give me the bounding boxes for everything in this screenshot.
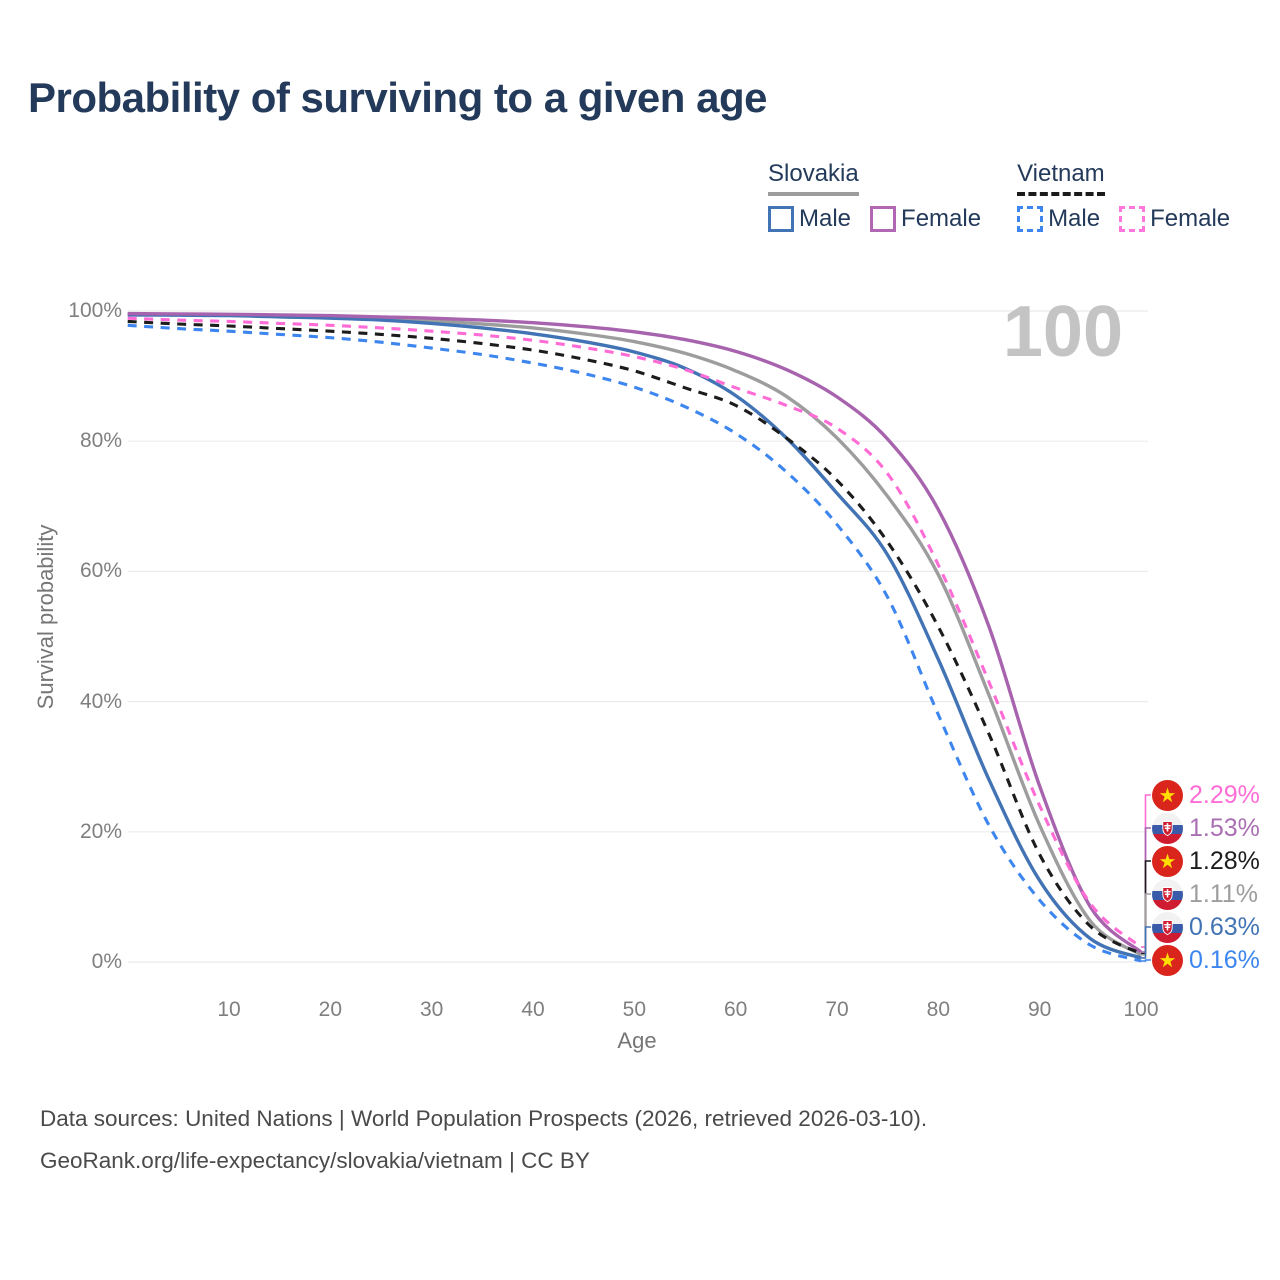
x-axis-tick: 90: [1027, 998, 1052, 1021]
page-title: Probability of surviving to a given age: [28, 74, 767, 121]
y-axis-tick: 20%: [79, 819, 122, 843]
curve-slovakia-female: [127, 311, 1143, 954]
x-axis-tick: 30: [420, 998, 444, 1021]
end-label-value: 1.53%: [1189, 813, 1260, 842]
legend-item-label: Female: [1150, 205, 1231, 232]
legend-item-vietnam-male[interactable]: Male: [1017, 205, 1100, 233]
curve-vietnam-female: [127, 316, 1143, 949]
end-label-row: 1.53%: [1152, 812, 1260, 844]
x-axis-tick: 50: [622, 998, 647, 1021]
end-label-value: 0.16%: [1189, 945, 1260, 974]
end-label-connector: [1141, 893, 1151, 956]
y-axis-tick: 100%: [68, 299, 122, 322]
curve-vietnam-male: [127, 323, 1142, 963]
flag-icon-vietnam: [1152, 845, 1183, 877]
flag-icon-vietnam: [1152, 779, 1183, 811]
end-label-connector: [1141, 926, 1151, 959]
legend-country-name: Vietnam: [1017, 160, 1105, 196]
end-label-row: 1.28%: [1152, 845, 1260, 877]
legend-swatch: [1119, 206, 1146, 232]
y-axis-tick: 60%: [79, 559, 122, 583]
x-axis-tick: 100: [1123, 998, 1159, 1021]
flag-icon-slovakia: [1152, 878, 1183, 910]
legend-country-name: Slovakia: [768, 160, 859, 196]
legend-group-slovakia: Slovakia Male Female: [768, 160, 981, 233]
legend-item-vietnam-female[interactable]: Female: [1119, 205, 1230, 233]
y-axis-tick: 80%: [79, 429, 122, 453]
x-axis-tick: 40: [521, 998, 545, 1021]
curve-slovakia-male: [127, 313, 1142, 960]
y-axis-tick: 40%: [79, 689, 122, 713]
legend-group-vietnam: Vietnam Male Female: [1017, 160, 1230, 233]
x-axis-title: Age: [617, 1028, 657, 1053]
end-label-value: 2.29%: [1189, 780, 1260, 809]
legend-line-style-sample: [768, 192, 859, 196]
y-axis-tick: 0%: [91, 950, 122, 973]
end-label-connector: [1141, 959, 1151, 962]
legend-item-slovakia-male[interactable]: Male: [768, 205, 851, 233]
end-label-row: 0.63%: [1152, 911, 1260, 943]
end-label-row: 1.11%: [1152, 878, 1258, 910]
legend-item-label: Female: [901, 205, 982, 232]
end-label-value: 1.11%: [1189, 879, 1259, 908]
end-label-value: 1.28%: [1189, 846, 1260, 875]
x-axis-tick: 20: [318, 998, 343, 1021]
legend-item-label: Male: [799, 205, 852, 232]
x-axis-tick: 10: [217, 998, 241, 1021]
y-axis-title: Survival probability: [33, 524, 58, 710]
flag-icon-vietnam: [1152, 944, 1183, 976]
legend-line-style-sample: [1017, 192, 1105, 196]
footer-url-line[interactable]: GeoRank.org/life-expectancy/slovakia/vie…: [40, 1148, 590, 1173]
curve-vietnam-both-sexes: [127, 319, 1142, 956]
legend: Slovakia Male Female Vietnam Male Female: [768, 160, 1230, 233]
age-watermark: 100: [1002, 292, 1123, 372]
end-label-row: 2.29%: [1152, 779, 1260, 811]
flag-icon-slovakia: [1152, 911, 1183, 943]
x-axis-tick: 70: [825, 998, 849, 1021]
legend-swatch: [870, 206, 897, 232]
end-label-row: 0.16%: [1152, 944, 1260, 976]
x-axis-tick: 60: [723, 998, 748, 1021]
legend-swatch: [768, 206, 794, 232]
x-axis-tick: 80: [926, 998, 950, 1021]
flag-icon-slovakia: [1152, 812, 1183, 844]
curve-slovakia-both-sexes: [127, 312, 1142, 957]
footer: Data sources: United Nations | World Pop…: [40, 1098, 927, 1182]
legend-item-label: Male: [1048, 205, 1101, 232]
footer-sources-line: Data sources: United Nations | World Pop…: [40, 1106, 928, 1131]
legend-item-slovakia-female[interactable]: Female: [870, 205, 981, 233]
end-label-value: 0.63%: [1189, 912, 1260, 941]
legend-swatch: [1017, 206, 1044, 232]
